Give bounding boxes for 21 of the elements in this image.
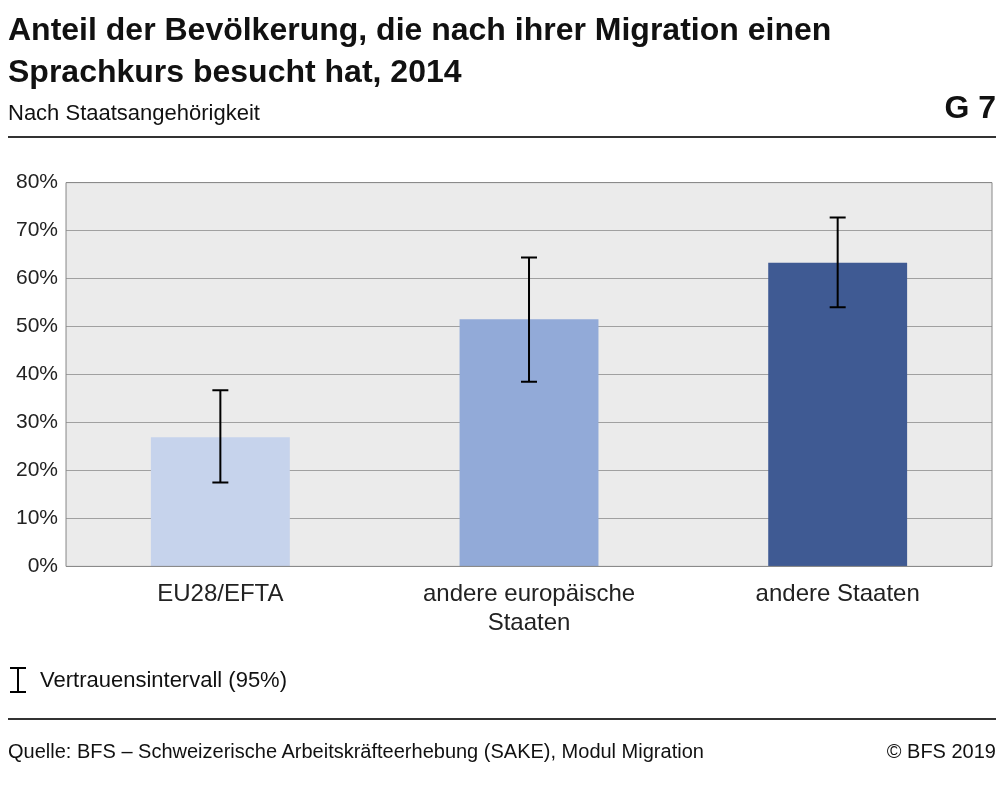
source-note: Quelle: BFS – Schweizerische Arbeitskräfteerhebung (SAKE), Modul Migration <box>8 740 704 763</box>
x-tick-label: andere Staaten <box>755 579 920 607</box>
text: © BFS 2019 <box>886 740 996 763</box>
text: G 7 <box>944 89 996 126</box>
x-tick-label: andere europäische Staaten <box>422 579 636 636</box>
y-tick-label: 70% <box>16 217 59 241</box>
text: Vertrauensintervall (95%) <box>40 667 288 693</box>
y-tick-label: 20% <box>16 457 59 481</box>
bar <box>150 437 290 566</box>
bar <box>459 319 599 566</box>
y-tick-label: 40% <box>16 361 59 385</box>
y-tick-label: 80% <box>16 169 59 193</box>
bar <box>768 262 908 566</box>
y-tick-label: 30% <box>16 409 59 433</box>
y-tick-label: 10% <box>16 505 59 529</box>
x-tick-label: EU28/EFTA <box>157 579 284 607</box>
y-tick-label: 0% <box>27 553 59 577</box>
chart-title: Anteil der Bevölkerung, die nach ihrer Migration einen Sprachkurs besucht hat, 2014 <box>8 10 833 91</box>
chart-subtitle: Nach Staatsangehörigkeit <box>8 100 261 126</box>
y-tick-label: 60% <box>16 265 59 289</box>
y-tick-label: 50% <box>16 313 59 337</box>
